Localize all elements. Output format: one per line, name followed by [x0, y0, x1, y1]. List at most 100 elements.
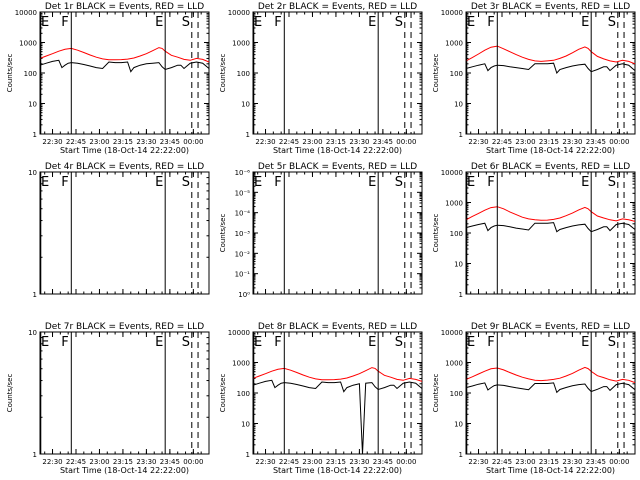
series-line-lld — [465, 206, 636, 222]
event-marker-label: F — [274, 175, 281, 190]
x-tick-label: 23:00 — [89, 138, 109, 146]
event-marker-label: S — [608, 335, 616, 350]
chart-panel-5: Det 5r BLACK = Events, RED = LLD 10⁰ 10⁻¹ 1… — [219, 162, 423, 299]
x-tick-label: 23:45 — [160, 458, 180, 466]
x-axis-label: Start Time (18-Oct-14 22:22:00) — [273, 146, 402, 155]
event-marker-label: E — [254, 175, 262, 190]
series-line-events — [39, 59, 210, 73]
series-line-events — [465, 62, 636, 74]
y-tick-label: 1 — [459, 131, 463, 139]
x-tick-label: 23:00 — [302, 138, 322, 146]
y-tick-label: 100 — [24, 70, 37, 78]
series-line-lld — [252, 367, 423, 382]
y-axis-label: Counts/sec — [219, 54, 227, 93]
x-tick-label: 23:30 — [136, 458, 156, 466]
y-tick-label: 100 — [450, 390, 463, 398]
y-tick-label: 10000 — [441, 329, 463, 337]
event-marker-label: E — [155, 175, 163, 190]
chart-panel-2: Det 2r BLACK = Events, RED = LLD 1 10 100 10… — [219, 2, 423, 155]
chart-panel-9: Det 9r BLACK = Events, RED = LLD 1 10 100 10… — [432, 322, 636, 475]
x-tick-label: 23:30 — [349, 458, 369, 466]
event-marker-label: E — [467, 15, 475, 30]
event-marker-label: S — [395, 15, 403, 30]
y-axis-label: Counts/sec — [6, 374, 14, 413]
y-axis-label: Counts/sec — [432, 54, 440, 93]
y-tick-label: 10⁰ — [238, 291, 250, 299]
y-tick-label: 1000 — [445, 200, 463, 208]
y-tick-label: 100 — [450, 70, 463, 78]
chart-title: Det 7r BLACK = Events, RED = LLD — [45, 322, 204, 332]
series-line-events — [465, 222, 636, 233]
y-tick-label: 1 — [459, 291, 463, 299]
y-tick-label: 10000 — [228, 329, 250, 337]
y-tick-label: 1000 — [19, 40, 37, 48]
y-tick-label: 100 — [237, 70, 250, 78]
event-marker-label: F — [274, 15, 281, 30]
y-tick-label: 10000 — [15, 9, 37, 17]
x-tick-label: 23:15 — [326, 458, 346, 466]
y-axis-label: Counts/sec — [432, 214, 440, 253]
x-tick-label: 22:30 — [255, 458, 275, 466]
x-tick-label: 23:45 — [586, 138, 606, 146]
y-tick-label: 10⁻² — [235, 250, 251, 258]
plot-frame — [252, 171, 423, 295]
series-line-lld — [465, 45, 636, 65]
event-marker-label: F — [61, 335, 68, 350]
event-marker-label: F — [274, 335, 281, 350]
event-marker-label: F — [61, 175, 68, 190]
event-marker-label: F — [487, 335, 494, 350]
x-tick-label: 23:00 — [515, 138, 535, 146]
event-marker-label: E — [368, 15, 376, 30]
chart-title: Det 4r BLACK = Events, RED = LLD — [45, 162, 204, 172]
plot-frame — [39, 11, 210, 135]
x-tick-label: 00:00 — [183, 138, 203, 146]
x-tick-label: 00:00 — [396, 138, 416, 146]
chart-title: Det 5r BLACK = Events, RED = LLD — [258, 162, 417, 172]
plot-frame — [465, 11, 636, 135]
y-tick-label: 10000 — [228, 9, 250, 17]
plot-frame — [39, 331, 210, 455]
y-tick-label: 1 — [33, 131, 37, 139]
chart-panel-7: Det 7r BLACK = Events, RED = LLD 1 10 22:30… — [6, 322, 210, 475]
event-marker-label: S — [395, 175, 403, 190]
chart-title: Det 9r BLACK = Events, RED = LLD — [471, 322, 630, 332]
y-tick-label: 1 — [33, 451, 37, 459]
chart-title: Det 8r BLACK = Events, RED = LLD — [258, 322, 417, 332]
x-tick-label: 22:30 — [468, 458, 488, 466]
event-marker-label: S — [395, 335, 403, 350]
y-tick-label: 100 — [237, 390, 250, 398]
x-tick-label: 22:45 — [66, 138, 86, 146]
x-tick-label: 23:00 — [89, 458, 109, 466]
x-axis-label: Start Time (18-Oct-14 22:22:00) — [60, 466, 189, 475]
event-marker-label: E — [41, 15, 49, 30]
x-tick-label: 23:45 — [586, 458, 606, 466]
x-tick-label: 22:45 — [66, 458, 86, 466]
series-line-lld — [39, 47, 210, 63]
x-tick-label: 23:15 — [113, 138, 133, 146]
x-tick-label: 23:30 — [136, 138, 156, 146]
series-line-events — [465, 382, 636, 394]
y-tick-label: 10000 — [441, 9, 463, 17]
event-marker-label: E — [581, 335, 589, 350]
x-tick-label: 22:30 — [42, 458, 62, 466]
x-tick-label: 00:00 — [396, 458, 416, 466]
event-marker-label: E — [581, 175, 589, 190]
x-tick-label: 23:15 — [113, 458, 133, 466]
x-tick-label: 22:30 — [468, 138, 488, 146]
event-marker-label: E — [155, 15, 163, 30]
chart-title: Det 2r BLACK = Events, RED = LLD — [258, 2, 417, 12]
event-marker-label: S — [182, 335, 190, 350]
plot-frame — [465, 171, 636, 295]
y-tick-label: 10 — [454, 261, 463, 269]
x-tick-label: 23:30 — [562, 138, 582, 146]
y-tick-label: 10⁻³ — [235, 230, 251, 238]
x-axis-label: Start Time (18-Oct-14 22:22:00) — [60, 146, 189, 155]
y-axis-label: Counts/sec — [219, 214, 227, 253]
chart-panel-8: Det 8r BLACK = Events, RED = LLD 1 10 100 10… — [219, 322, 423, 475]
y-tick-label: 1000 — [232, 40, 250, 48]
y-tick-label: 1 — [459, 451, 463, 459]
x-tick-label: 23:30 — [349, 138, 369, 146]
x-tick-label: 22:30 — [255, 138, 275, 146]
x-tick-label: 00:00 — [609, 458, 629, 466]
